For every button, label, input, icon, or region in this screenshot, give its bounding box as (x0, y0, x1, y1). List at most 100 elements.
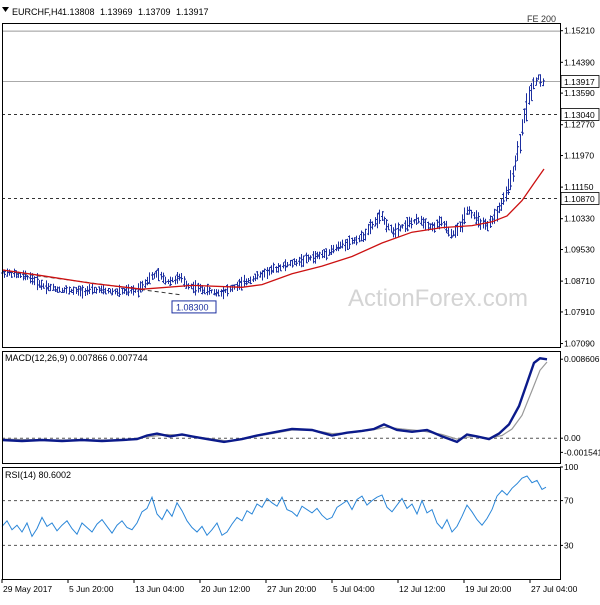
ohlc-bar (208, 286, 211, 295)
ohlc-bar (183, 276, 186, 287)
ohlc-bar (224, 288, 227, 294)
dropdown-triangle-icon[interactable] (2, 7, 9, 12)
ohlc-bar (72, 286, 75, 295)
ohlc-bar (335, 244, 338, 252)
ohlc-bar (415, 213, 418, 225)
ohlc-bar (374, 217, 377, 227)
ohlc-bar (305, 252, 308, 264)
ohlc-bar (256, 271, 259, 280)
ohlc-bar (222, 286, 225, 300)
ohlc-bar (33, 276, 36, 286)
ohlc-bar (523, 108, 526, 124)
ohlc-bar (325, 248, 328, 261)
ohlc-bar (397, 222, 400, 238)
ohlc-bar (498, 202, 501, 214)
level-label-1.13040: 1.13040 (564, 110, 595, 120)
ohlc-bar (109, 288, 112, 294)
ohlc-bar (45, 280, 48, 295)
ohlc-bar (116, 288, 119, 296)
price-tick-label: 1.07090 (564, 339, 595, 349)
level-label-1.10870: 1.10870 (564, 194, 595, 204)
ohlc-bar (383, 216, 386, 225)
ohlc-bar (68, 286, 71, 295)
ohlc-bar (123, 288, 126, 294)
ohlc-bar (401, 224, 404, 229)
ohlc-bar (65, 285, 68, 294)
ohlc-bar (137, 283, 140, 298)
ohlc-bar (254, 273, 257, 282)
ohlc-bar (337, 241, 340, 252)
ohlc-bar (167, 279, 170, 284)
ohlc-bar (438, 215, 441, 230)
rsi-panel-frame (2, 467, 561, 580)
ohlc-bar (355, 235, 358, 246)
macd-panel-frame (2, 351, 561, 464)
ohlc-bar (321, 249, 324, 259)
ohlc-bar (433, 222, 436, 233)
ohlc-bar (332, 244, 335, 254)
ohlc-bar (314, 250, 317, 264)
rsi-tick-label: 70 (564, 496, 574, 506)
ohlc-bar (362, 232, 365, 243)
ohlc-bar (466, 206, 469, 216)
ohlc-bar (169, 276, 172, 286)
ohlc-bar (410, 217, 413, 229)
price-tick-label: 1.13590 (564, 88, 595, 98)
ohlc-bar (535, 77, 538, 86)
ohlc-bar (353, 237, 356, 244)
ohlc-bar (360, 230, 363, 242)
ohlc-bar (473, 212, 476, 220)
ohlc-bar (245, 278, 248, 286)
price-tick-label: 1.08710 (564, 276, 595, 286)
x-tick-label: 13 Jun 04:00 (135, 584, 184, 594)
ohlc-bar (197, 282, 200, 293)
ohlc-bar (525, 93, 528, 122)
ohlc-bar (146, 276, 149, 286)
ohlc-bar (542, 78, 545, 87)
ohlc-bar (330, 244, 333, 255)
ohlc-bar (36, 273, 39, 291)
ohlc-bar (502, 192, 505, 205)
ohlc-bar (130, 286, 133, 294)
ohlc-bar (475, 210, 478, 225)
ohlc-bar (252, 275, 255, 282)
ohlc-bar (52, 283, 55, 291)
ohlc-bar (381, 211, 384, 222)
ohlc-bar (519, 134, 522, 154)
ohlc-bar (378, 209, 381, 224)
ohlc-bar (47, 283, 50, 292)
ohlc-bar (139, 281, 142, 293)
ohlc-bar (295, 259, 298, 267)
ohlc-high: 1.13969 (100, 7, 133, 17)
x-tick-label: 5 Jul 04:00 (333, 584, 375, 594)
ohlc-bar (470, 209, 473, 219)
ohlc-bar (176, 272, 179, 284)
ohlc-bar (220, 289, 223, 297)
rsi-tick-label: 30 (564, 540, 574, 550)
ohlc-bar (215, 289, 218, 297)
macd-line (1, 357, 548, 444)
ohlc-bar (284, 259, 287, 272)
level-label-1.13917: 1.13917 (564, 77, 595, 87)
ohlc-bar (100, 285, 103, 294)
ohlc-bar (521, 119, 524, 136)
ohlc-bar (132, 285, 135, 296)
ohlc-bar (144, 279, 147, 289)
ohlc-bar (300, 254, 303, 268)
ohlc-bar (88, 284, 91, 294)
x-tick-label: 27 Jun 20:00 (267, 584, 316, 594)
ohlc-bar (291, 259, 294, 268)
ohlc-bar (49, 283, 52, 292)
symbol-label: EURCHF,H4 (12, 7, 63, 17)
ohlc-bar (236, 281, 239, 291)
ohlc-bar (174, 275, 177, 285)
ohlc-bar (346, 238, 349, 250)
ohlc-bar (151, 272, 154, 280)
ohlc-bar (54, 285, 57, 292)
ohlc-bar (63, 287, 66, 293)
ohlc-bar (24, 270, 27, 281)
ohlc-bar (263, 268, 266, 278)
ohlc-bar (171, 277, 174, 283)
price-tick-label: 1.15210 (564, 26, 595, 36)
